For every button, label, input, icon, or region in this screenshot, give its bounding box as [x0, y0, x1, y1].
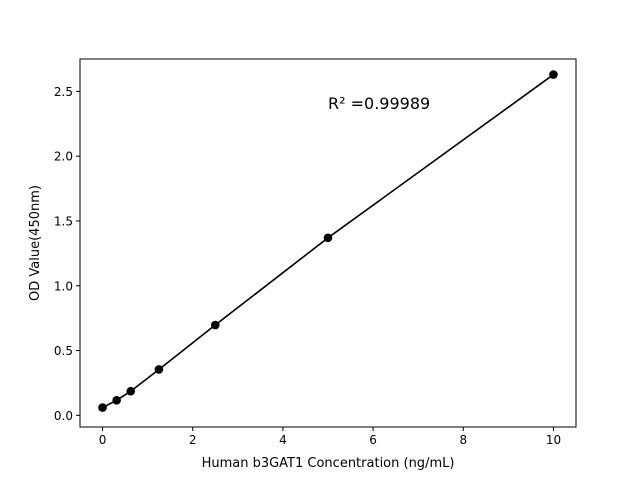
r-squared-annotation: R² =0.99989	[328, 94, 430, 113]
data-point	[210, 320, 220, 330]
y-tick-label: 2.0	[54, 150, 73, 164]
x-tick-label: 2	[189, 433, 197, 447]
x-tick-label: 6	[369, 433, 377, 447]
data-point	[323, 233, 333, 243]
y-tick-label: 0.0	[54, 409, 73, 423]
x-tick-label: 10	[546, 433, 561, 447]
y-tick-label: 2.5	[54, 85, 73, 99]
y-tick-label: 0.5	[54, 344, 73, 358]
y-axis-label: OD Value(450nm)	[28, 185, 43, 301]
x-tick-label: 8	[459, 433, 467, 447]
y-tick-label: 1.0	[54, 279, 73, 293]
data-point	[112, 396, 121, 405]
y-tick-label: 1.5	[54, 214, 73, 228]
x-axis-label: Human b3GAT1 Concentration (ng/mL)	[202, 456, 455, 471]
x-tick-label: 4	[279, 433, 287, 447]
data-point	[98, 403, 107, 412]
x-tick-label: 0	[99, 433, 107, 447]
plot-frame	[79, 58, 577, 428]
data-point	[154, 365, 164, 374]
data-point	[549, 70, 558, 79]
data-point	[126, 386, 136, 396]
